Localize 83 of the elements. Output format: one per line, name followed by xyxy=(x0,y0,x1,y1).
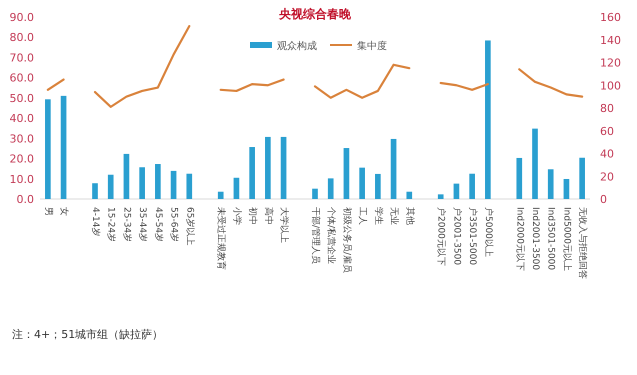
bar xyxy=(155,164,161,199)
y-tick-label: 60.0 xyxy=(10,72,34,85)
x-tick-label: 初级公务员/雇员 xyxy=(341,207,352,274)
y-tick-label: 80.0 xyxy=(10,31,34,44)
bar xyxy=(45,99,51,199)
y2-tick-label: 0 xyxy=(600,193,607,206)
y-tick-label: 40.0 xyxy=(10,112,34,126)
x-tick-label: Ind2000元以下 xyxy=(514,207,526,271)
x-tick-label: 户3501-5000 xyxy=(467,207,478,266)
y-tick-label: 90.0 xyxy=(10,11,34,24)
y-tick-label: 30.0 xyxy=(10,132,34,146)
x-tick-label: 其他 xyxy=(404,207,416,225)
x-tick-label: 无业 xyxy=(388,207,400,225)
y-tick-label: 10.0 xyxy=(10,172,34,186)
bar xyxy=(108,174,114,199)
y2-tick-label: 80 xyxy=(600,102,614,115)
bar xyxy=(218,192,224,199)
x-tick-label: Ind2001-3500 xyxy=(530,207,540,270)
x-tick-label: 4-14岁 xyxy=(90,207,101,236)
y-tick-label: 0.0 xyxy=(16,193,34,206)
x-tick-label: 学生 xyxy=(372,207,384,225)
y-tick-label: 50.0 xyxy=(10,92,34,105)
bar xyxy=(469,174,475,199)
bar xyxy=(234,178,240,199)
x-tick-label: 未受过正规教育 xyxy=(216,207,227,270)
x-tick-label: 高中 xyxy=(262,207,274,225)
text: 注：4+；51城市组（缺拉萨） xyxy=(12,328,164,341)
bar xyxy=(170,170,176,199)
y2-tick-label: 40 xyxy=(600,148,614,160)
bar xyxy=(579,158,585,199)
x-tick-label: 初中 xyxy=(247,207,258,225)
x-tick-label: 大学以上 xyxy=(278,207,290,243)
x-tick-label: 干部/管理人员 xyxy=(310,207,321,264)
x-tick-label: 男 xyxy=(42,207,54,216)
x-tick-label: 户2001-3500 xyxy=(451,207,462,266)
y2-tick-label: 160 xyxy=(600,11,621,24)
bar xyxy=(312,188,318,199)
bar xyxy=(516,158,522,199)
bar xyxy=(139,167,145,199)
bar xyxy=(438,194,444,199)
y2-tick-label: 140 xyxy=(600,34,621,47)
x-tick-label: Ind5000元以上 xyxy=(561,207,572,271)
bar xyxy=(92,183,98,199)
x-tick-label: Ind3501-5000 xyxy=(546,207,556,270)
x-tick-label: 15-24岁 xyxy=(106,207,117,242)
x-tick-label: 小学 xyxy=(231,207,242,225)
bar xyxy=(328,178,334,199)
y-tick-label: 70.0 xyxy=(10,51,34,64)
x-tick-label: 45-54岁 xyxy=(152,207,164,242)
bar xyxy=(548,169,554,199)
bar xyxy=(249,147,255,199)
y2-tick-label: 100 xyxy=(600,79,621,92)
bar xyxy=(186,174,192,199)
bar xyxy=(406,192,412,199)
x-tick-label: 35-44岁 xyxy=(137,207,148,242)
x-tick-label: 55-64岁 xyxy=(168,207,180,242)
bar xyxy=(359,168,365,199)
bar xyxy=(390,138,396,199)
y2-tick-label: 20 xyxy=(600,170,614,184)
legend-label: 集中度 xyxy=(357,40,387,52)
x-tick-label: 65岁以上 xyxy=(184,207,196,246)
x-tick-label: 户5000以上 xyxy=(482,207,494,257)
x-tick-label: 工人 xyxy=(357,207,368,225)
y2-tick-label: 120 xyxy=(600,56,621,70)
bar xyxy=(344,148,350,199)
bar xyxy=(60,96,66,199)
bar xyxy=(532,128,538,199)
x-tick-label: 无收入与拒绝回答 xyxy=(577,207,588,279)
bar xyxy=(280,136,286,199)
bar xyxy=(265,136,271,199)
y-tick-label: 20.0 xyxy=(10,152,34,166)
y2-tick-label: 60 xyxy=(600,124,614,138)
x-tick-label: 女 xyxy=(58,207,70,216)
bar xyxy=(375,174,381,199)
chart-title: 央视综合春晚 xyxy=(279,7,352,21)
x-tick-label: 25-34岁 xyxy=(121,207,132,242)
bar xyxy=(454,184,460,199)
legend-label: 观众构成 xyxy=(277,40,317,52)
bar xyxy=(124,154,130,199)
bar xyxy=(564,178,570,199)
x-tick-label: 户2000元以下 xyxy=(436,207,447,266)
x-tick-label: 个体/私营企业 xyxy=(326,207,337,264)
bar xyxy=(485,40,491,199)
